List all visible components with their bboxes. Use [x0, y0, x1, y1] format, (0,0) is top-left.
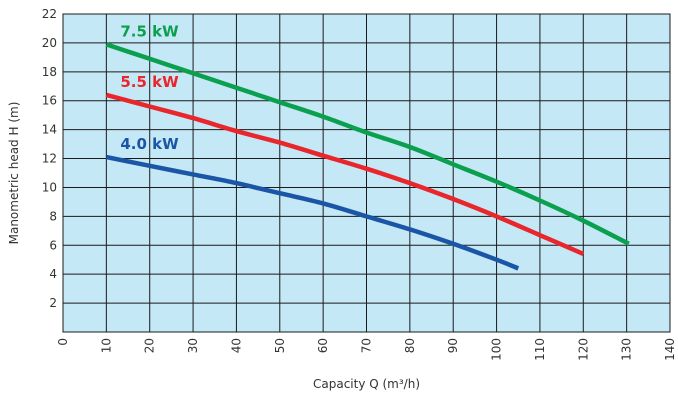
y-tick-label: 2 [49, 296, 57, 310]
series-line-1 [105, 92, 585, 256]
x-tick-label: 110 [533, 338, 547, 361]
series-label-1: 5.5 kW [120, 73, 179, 91]
x-axis-label: Capacity Q (m³/h) [313, 377, 420, 391]
y-tick-label: 4 [49, 267, 57, 281]
y-tick-labels: 2 4 6 8 10 12 14 16 18 20 22 [42, 7, 57, 310]
y-tick-label: 6 [49, 238, 57, 252]
y-tick-label: 8 [49, 209, 57, 223]
y-tick-label: 22 [42, 7, 57, 21]
x-tick-label: 70 [360, 338, 374, 353]
y-tick-label: 14 [42, 123, 57, 137]
y-tick-label: 12 [42, 152, 57, 166]
series-label-0: 7.5 kW [120, 22, 179, 40]
x-tick-label: 80 [403, 338, 417, 353]
series-line-2 [105, 154, 520, 271]
x-tick-label: 40 [229, 338, 243, 353]
x-tick-label: 10 [99, 338, 113, 353]
series-label-2: 4.0 kW [120, 135, 179, 153]
plot-frame [62, 13, 671, 333]
x-tick-label: 140 [663, 338, 677, 361]
x-tick-label: 60 [316, 338, 330, 353]
x-tick-label: 120 [576, 338, 590, 361]
y-axis-label: Manometric head H (m) [7, 102, 21, 245]
y-tick-label: 16 [42, 94, 57, 108]
x-tick-label: 90 [446, 338, 460, 353]
y-tick-label: 10 [42, 180, 57, 194]
x-tick-labels: 0 10 20 30 40 50 60 70 80 90 100 110 120 130 140 [56, 338, 677, 361]
x-tick-label: 30 [186, 338, 200, 353]
series-line-0 [105, 42, 630, 246]
series-labels: 7.5 kW 5.5 kW 4.0 kW [120, 22, 179, 153]
series-lines [105, 42, 630, 271]
x-tick-label: 50 [273, 338, 287, 353]
y-tick-label: 18 [42, 65, 57, 79]
x-tick-label: 0 [56, 338, 70, 346]
x-tick-label: 20 [143, 338, 157, 353]
y-tick-label: 20 [42, 36, 57, 50]
x-tick-label: 100 [490, 338, 504, 361]
x-tick-label: 130 [620, 338, 634, 361]
grid [63, 14, 670, 332]
